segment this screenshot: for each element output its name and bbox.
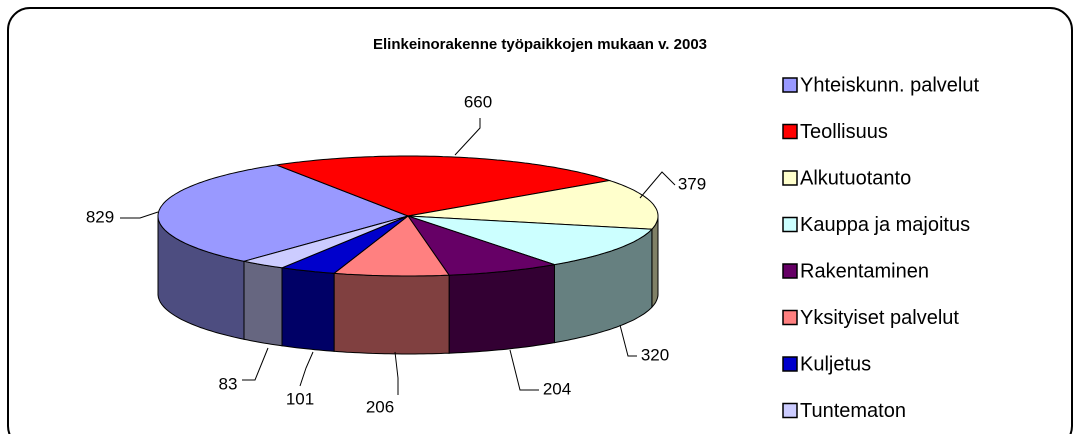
legend-swatch bbox=[782, 77, 798, 93]
legend-label: Alkutuotanto bbox=[800, 167, 911, 189]
data-label: 379 bbox=[678, 174, 706, 193]
legend-label: Tuntematon bbox=[800, 400, 906, 422]
pie-slice bbox=[407, 215, 654, 266]
data-label: 829 bbox=[86, 207, 114, 226]
chart-title: Elinkeinorakenne työpaikkojen mukaan v. … bbox=[373, 36, 707, 53]
legend-swatch bbox=[782, 356, 798, 372]
legend-swatch bbox=[782, 123, 798, 140]
pie-slice-side bbox=[281, 267, 335, 352]
pie-slice bbox=[280, 215, 409, 274]
leader-line bbox=[242, 347, 269, 381]
legend-label: Rakentaminen bbox=[800, 260, 929, 282]
leader-line bbox=[619, 324, 637, 357]
pie-slice-side bbox=[651, 216, 659, 309]
pie-slice-side bbox=[333, 272, 450, 355]
leader-line bbox=[454, 118, 481, 156]
data-label: 204 bbox=[543, 379, 571, 398]
leader-line bbox=[394, 351, 399, 395]
legend-swatch bbox=[782, 402, 798, 419]
pie-slice-side bbox=[243, 260, 283, 347]
pie-slice bbox=[274, 155, 612, 217]
leader-line bbox=[509, 349, 539, 391]
leader-line bbox=[639, 171, 676, 199]
pie-slice bbox=[406, 215, 555, 276]
data-label: 660 bbox=[464, 92, 492, 111]
data-label: 83 bbox=[219, 374, 238, 393]
legend-swatch bbox=[782, 170, 798, 186]
legend-swatch bbox=[782, 309, 798, 326]
legend: Yhteiskunn. palvelut Teollisuus Alkutuotan… bbox=[782, 74, 979, 422]
data-label: 320 bbox=[641, 345, 669, 364]
data-labels: 829 660 379 320 204 206 101 83 bbox=[86, 92, 706, 416]
legend-label: Kuljetus bbox=[800, 353, 871, 375]
leader-line bbox=[120, 211, 159, 219]
legend-label: Teollisuus bbox=[800, 121, 888, 143]
legend-swatch bbox=[782, 216, 798, 233]
leader-line bbox=[299, 351, 314, 387]
pie-slice bbox=[157, 164, 410, 262]
pie-slice bbox=[407, 179, 659, 230]
data-label: 101 bbox=[286, 389, 314, 408]
pie-slice-side bbox=[448, 264, 555, 354]
legend-label: Yhteiskunn. palvelut bbox=[800, 74, 979, 96]
legend-label: Yksityiset palvelut bbox=[800, 307, 959, 329]
pie-slice bbox=[243, 215, 409, 269]
legend-swatch bbox=[782, 263, 798, 279]
legend-label: Kauppa ja majoitus bbox=[800, 214, 970, 236]
pie bbox=[157, 155, 659, 355]
data-label: 206 bbox=[366, 397, 394, 416]
pie-slice bbox=[332, 215, 451, 277]
